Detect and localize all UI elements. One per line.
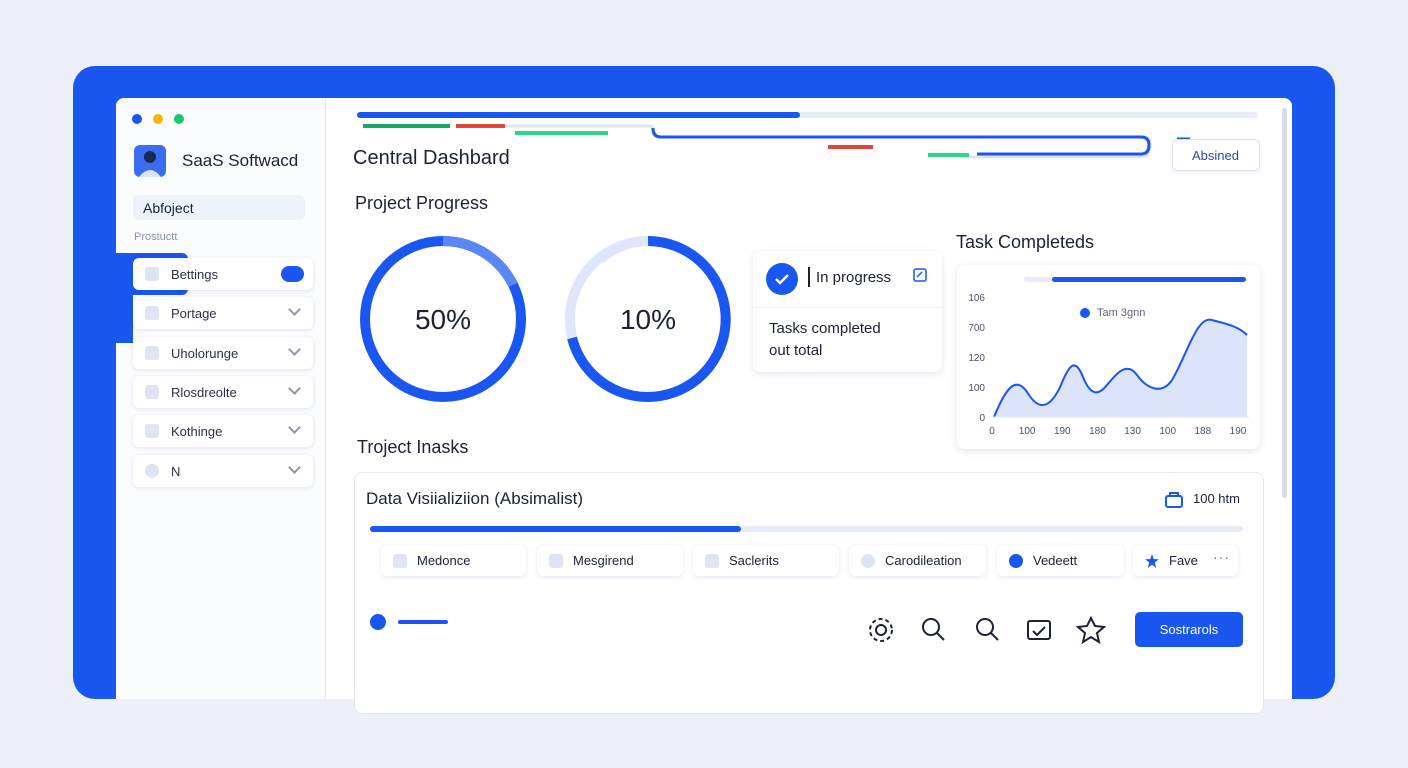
ring-label: 10% <box>619 304 677 335</box>
nav-item[interactable]: Uholorunge <box>133 337 313 369</box>
lock-icon <box>1165 492 1183 508</box>
legend-text: Tam 3gnn <box>1097 307 1146 319</box>
chip-label: Fave <box>1169 553 1198 568</box>
check-icon <box>766 263 798 295</box>
nav-icon <box>145 424 159 438</box>
chevron <box>288 382 301 395</box>
status-text: In progress <box>816 269 892 286</box>
nav-label: Rlosdreolte <box>171 385 237 400</box>
chip-label: Mesgirend <box>573 553 634 568</box>
primary-button-text: Sostrarols <box>1159 622 1219 637</box>
chip-icon <box>393 554 407 568</box>
nav-item[interactable]: Portage <box>133 297 313 329</box>
chip-label: Carodileation <box>885 553 962 568</box>
nav-label: N <box>171 464 181 479</box>
chevron <box>288 303 301 316</box>
nav-label: Uholorunge <box>171 346 239 361</box>
toggle <box>281 266 304 282</box>
chevron <box>288 461 301 474</box>
y-tick-label: 100 <box>968 383 985 394</box>
nav-label: Kothinge <box>171 424 223 439</box>
x-tick-label: 100 <box>1159 426 1177 437</box>
line-chart <box>992 308 1249 418</box>
section-title: Troject Inasks <box>357 437 469 457</box>
y-tick-label: 0 <box>979 413 985 424</box>
nav-item[interactable]: Kothinge <box>133 415 313 447</box>
edit-icon[interactable] <box>913 268 927 282</box>
card-line: Tasks completed <box>769 320 881 337</box>
chip-icon <box>861 554 875 568</box>
ring-label: 50% <box>414 304 472 335</box>
search-text: Abfoject <box>143 200 194 216</box>
chip-label: Medonce <box>417 553 471 568</box>
x-tick-label: 190 <box>1053 426 1071 437</box>
chip[interactable]: Saclerits <box>693 545 839 576</box>
nav-label: Portage <box>171 306 217 321</box>
y-tick-label: 700 <box>968 323 985 334</box>
x-tick-label: 190 <box>1229 426 1247 437</box>
x-tick-label: 188 <box>1194 426 1212 437</box>
chip[interactable]: Fave ··· <box>1133 545 1238 576</box>
x-tick-label: 0 <box>989 426 995 437</box>
progress-track <box>370 526 1243 532</box>
nav-highlight <box>116 295 133 343</box>
nav-icon <box>145 267 159 281</box>
nav-icon <box>145 464 159 478</box>
search-box[interactable]: Abfoject <box>133 195 305 220</box>
nav-item[interactable]: Rlosdreolte <box>133 376 313 408</box>
chip[interactable]: Vedeett <box>997 545 1124 576</box>
section-title: Project Progress <box>355 193 489 213</box>
toolbar <box>370 614 1107 645</box>
nav-item[interactable]: N <box>133 455 313 487</box>
card-title: Data Visiializiion (Absimalist) <box>366 489 583 508</box>
app-name: SaaS Softwacd <box>182 151 299 170</box>
page-title: Central Dashbard <box>353 147 510 169</box>
card-line: out total <box>769 342 823 359</box>
progress-fill <box>370 526 741 532</box>
chip[interactable]: Medonce <box>381 545 526 576</box>
nav-label: Bettings <box>171 267 218 282</box>
card-meta: 100 htm <box>1193 491 1240 506</box>
chip[interactable]: Carodileation <box>849 545 986 576</box>
primary-button[interactable]: Sostrarols <box>1135 612 1243 647</box>
nav-icon <box>145 385 159 399</box>
chip-icon <box>705 554 719 568</box>
y-tick-label: 106 <box>968 293 985 304</box>
header-button-text: Absined <box>1192 148 1239 163</box>
tasks-card <box>354 472 1264 714</box>
header-button[interactable]: Absined <box>1172 139 1260 171</box>
chip[interactable]: Mesgirend <box>537 545 683 576</box>
more-dots: ··· <box>1213 549 1230 565</box>
status-card: In progress Tasks completed out total <box>753 251 942 372</box>
y-tick-label: 120 <box>968 353 985 364</box>
x-tick-label: 130 <box>1124 426 1141 437</box>
chart-card: Tam 3gnn 106 700 120 100 0 0 100 190 180 130 100 18… <box>957 265 1260 449</box>
chip-icon <box>1145 554 1159 568</box>
scrollbar <box>1282 108 1287 498</box>
chip-icon <box>549 554 563 568</box>
chevron <box>288 421 301 434</box>
x-tick-label: 180 <box>1089 426 1106 437</box>
nav-item[interactable]: Bettings <box>133 258 313 290</box>
chart-title: Task Completeds <box>956 232 1095 252</box>
nav-icon <box>145 346 159 360</box>
chip-icon <box>1009 554 1023 568</box>
chip-label: Vedeett <box>1033 553 1078 568</box>
x-tick-label: 100 <box>1018 426 1036 437</box>
chip-label: Saclerits <box>729 553 779 568</box>
nav-icon <box>145 306 159 320</box>
chevron <box>288 343 301 356</box>
section-label: Prostuctt <box>134 231 178 243</box>
